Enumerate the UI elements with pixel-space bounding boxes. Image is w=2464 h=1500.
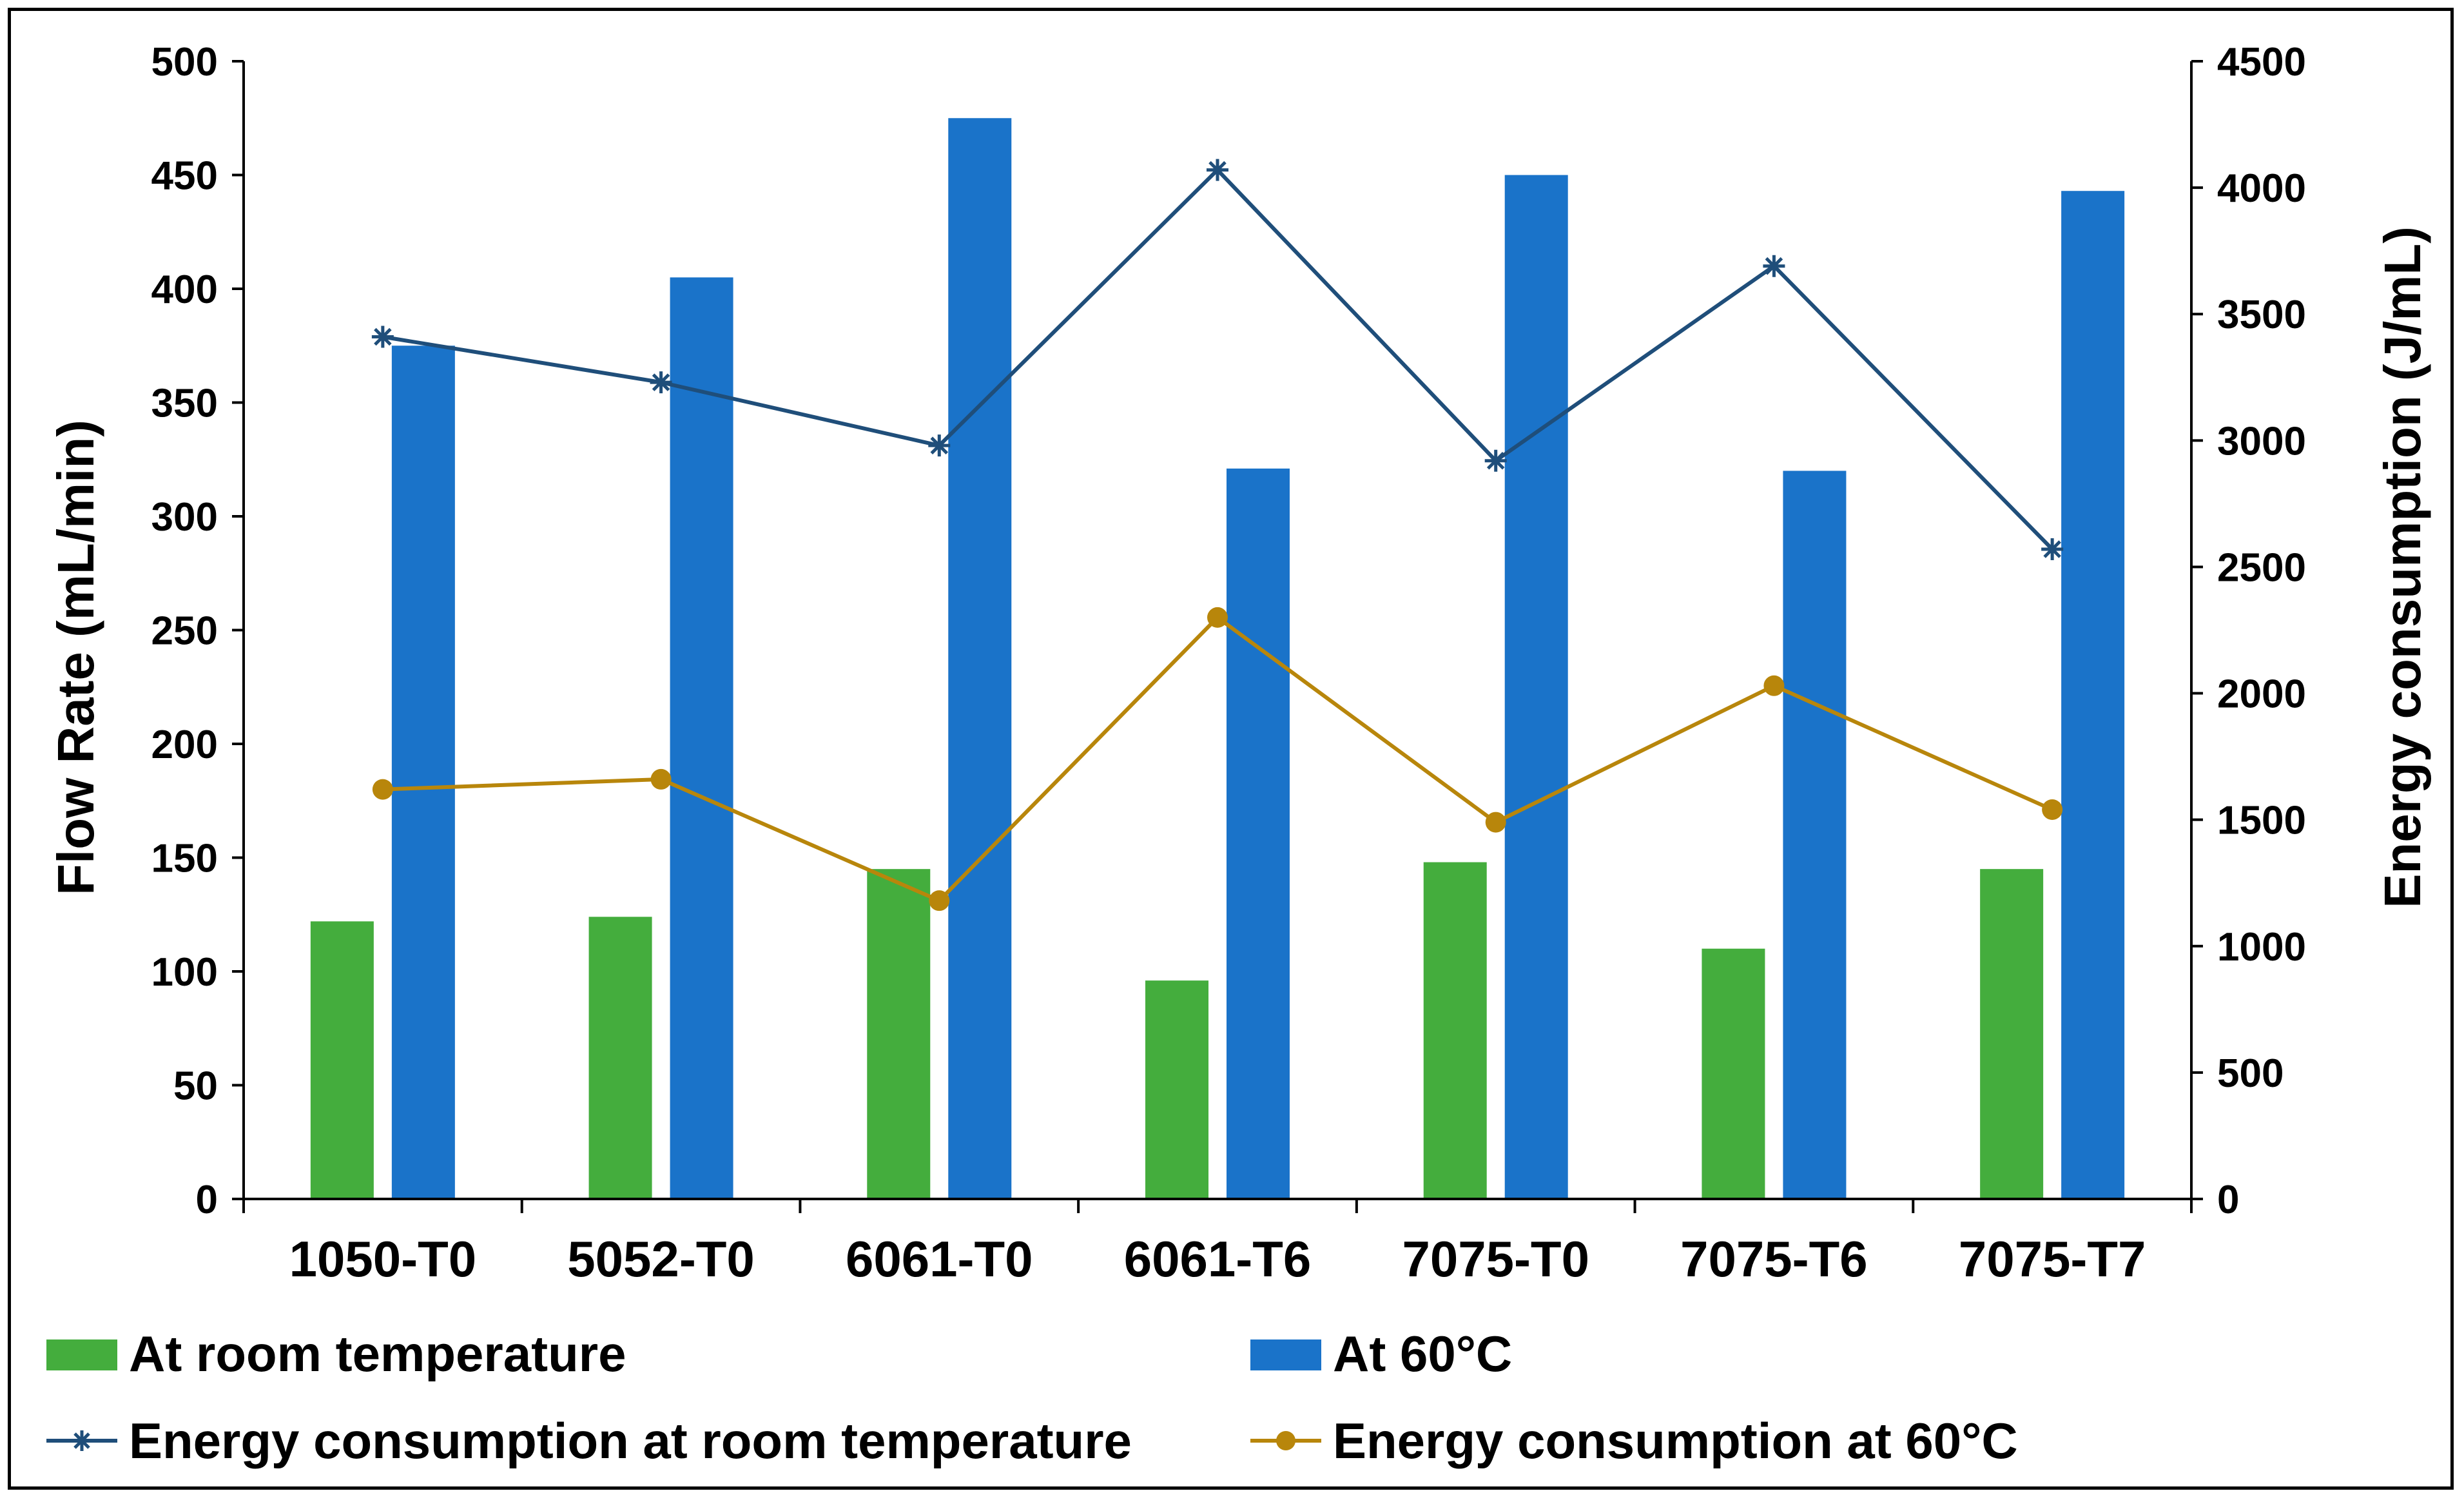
y-tick-label: 0 bbox=[196, 1178, 218, 1222]
y2-tick-label: 3000 bbox=[2217, 419, 2306, 463]
legend: At room temperature At 60°C Energy consu… bbox=[46, 1325, 2018, 1469]
y-tick-label: 50 bbox=[173, 1064, 218, 1109]
x-tick-label: 5052-T0 bbox=[567, 1231, 755, 1287]
point-energy-room-temperature bbox=[1207, 159, 1228, 181]
bar-room-temperature bbox=[588, 917, 652, 1199]
y2-axis-title: Energy consumption (J/mL) bbox=[2374, 226, 2431, 908]
axes-layer: 0 50 100 150 200 250 300 350 400 450 500 0 500 1000 15… bbox=[151, 40, 2306, 1287]
legend-label-energy-60c: Energy consumption at 60°C bbox=[1333, 1412, 2018, 1469]
y-tick-label: 400 bbox=[151, 268, 218, 312]
bar-room-temperature bbox=[1145, 980, 1208, 1199]
bar-60c bbox=[2061, 191, 2125, 1200]
y2-tick-label: 4000 bbox=[2217, 166, 2306, 211]
bar-room-temperature bbox=[1980, 869, 2044, 1199]
y2-tick-label: 1000 bbox=[2217, 925, 2306, 969]
y2-tick-label: 4500 bbox=[2217, 40, 2306, 84]
bar-60c bbox=[948, 118, 1012, 1199]
legend-label-energy-room-temperature: Energy consumption at room temperature bbox=[129, 1412, 1132, 1469]
x-tick-label: 1050-T0 bbox=[289, 1231, 477, 1287]
bar-60c bbox=[1504, 175, 1568, 1199]
point-energy-60c bbox=[650, 768, 672, 790]
y2-tick-label: 0 bbox=[2217, 1178, 2239, 1222]
legend-swatch-60c bbox=[1250, 1339, 1321, 1370]
x-tick-label: 6061-T6 bbox=[1124, 1231, 1312, 1287]
lines-layer bbox=[371, 159, 2064, 911]
bar-room-temperature bbox=[1702, 948, 1765, 1199]
point-energy-60c bbox=[1485, 812, 1506, 833]
bar-room-temperature bbox=[1423, 862, 1487, 1199]
point-energy-60c bbox=[372, 779, 393, 800]
y-tick-label: 200 bbox=[151, 723, 218, 767]
y2-tick-label: 2000 bbox=[2217, 672, 2306, 717]
point-energy-room-temperature bbox=[2041, 538, 2064, 560]
legend-marker-energy-room-temperature bbox=[46, 1430, 117, 1451]
y2-tick-label: 1500 bbox=[2217, 799, 2306, 843]
bar-60c bbox=[1227, 468, 1290, 1199]
bar-room-temperature bbox=[867, 869, 931, 1199]
point-energy-60c bbox=[2042, 799, 2063, 820]
y-tick-label: 500 bbox=[151, 40, 218, 84]
point-energy-room-temperature bbox=[650, 371, 672, 394]
y-tick-label: 150 bbox=[151, 837, 218, 881]
point-energy-60c bbox=[929, 890, 950, 911]
y-tick-label: 450 bbox=[151, 154, 218, 199]
point-energy-room-temperature bbox=[928, 434, 951, 457]
legend-marker-energy-60c bbox=[1250, 1431, 1321, 1450]
y-tick-label: 100 bbox=[151, 950, 218, 995]
y-tick-label: 350 bbox=[151, 382, 218, 426]
bar-60c bbox=[670, 277, 733, 1200]
x-tick-label: 7075-T7 bbox=[1959, 1231, 2146, 1287]
x-tick-label: 7075-T0 bbox=[1402, 1231, 1589, 1287]
x-tick-label: 6061-T0 bbox=[846, 1231, 1033, 1287]
point-energy-room-temperature bbox=[1763, 255, 1785, 277]
y-tick-label: 250 bbox=[151, 609, 218, 654]
x-tick-label: 7075-T6 bbox=[1680, 1231, 1868, 1287]
point-energy-60c bbox=[1763, 675, 1785, 696]
point-energy-room-temperature bbox=[1484, 449, 1507, 472]
y-axis-title: Flow Rate (mL/min) bbox=[47, 420, 104, 895]
y2-tick-label: 3500 bbox=[2217, 293, 2306, 337]
legend-label-room-temperature: At room temperature bbox=[129, 1325, 626, 1382]
y-tick-label: 300 bbox=[151, 495, 218, 540]
legend-label-60c: At 60°C bbox=[1333, 1325, 1512, 1382]
point-energy-60c bbox=[1207, 607, 1228, 628]
y2-tick-label: 2500 bbox=[2217, 545, 2306, 590]
bar-room-temperature bbox=[310, 921, 374, 1199]
legend-swatch-room-temperature bbox=[46, 1339, 117, 1370]
bar-60c bbox=[391, 346, 455, 1199]
y2-tick-label: 500 bbox=[2217, 1051, 2284, 1096]
point-energy-room-temperature bbox=[371, 326, 394, 348]
bars-layer bbox=[310, 118, 2125, 1200]
bar-60c bbox=[1783, 471, 1847, 1199]
